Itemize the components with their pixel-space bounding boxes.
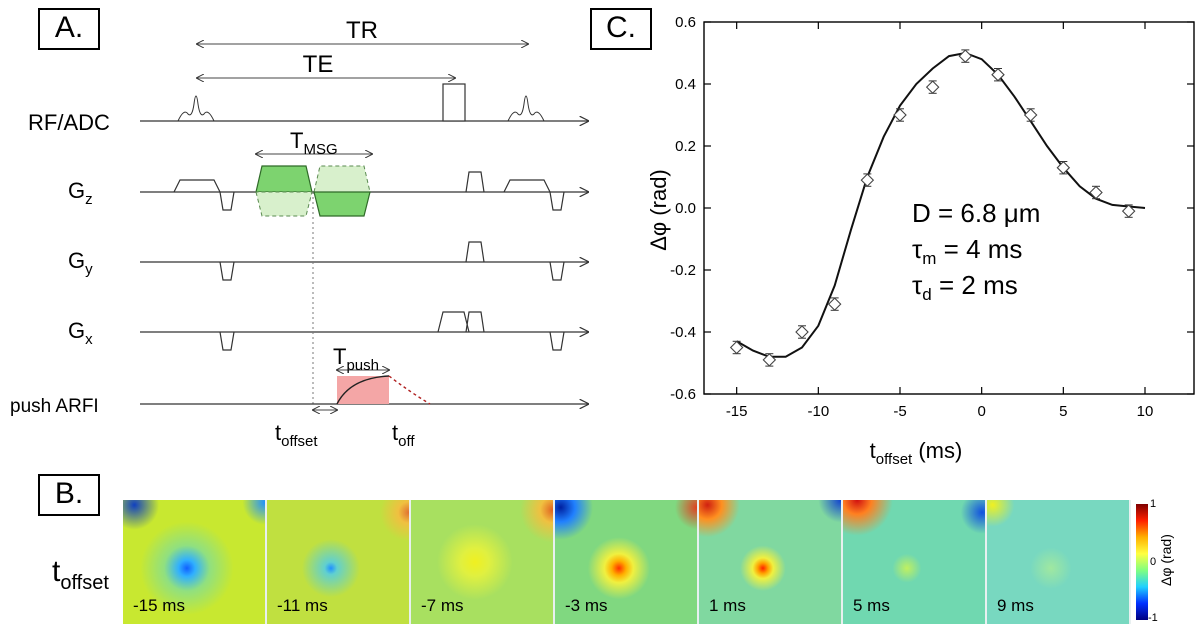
x-tick-label: 5 (1059, 403, 1067, 420)
phase-map-tile-label: -7 ms (421, 596, 464, 615)
rf-pulse-1 (177, 95, 215, 122)
data-point (795, 325, 809, 339)
phase-map-tile-label: -3 ms (565, 596, 608, 615)
data-point (1121, 204, 1136, 218)
toffset-row-label: toffset (52, 555, 109, 594)
x-tick-label: 0 (977, 403, 985, 420)
displacement-decay (388, 375, 431, 405)
panel-c-label: C. (590, 8, 652, 50)
y-tick-label: 0.6 (675, 14, 696, 31)
data-point (893, 108, 907, 122)
tau-d-annotation: τd = 2 ms (912, 270, 1018, 304)
phase-map-tile: 9 ms (987, 500, 1131, 624)
phase-vs-offset-chart: -15 -10 -5 0 5 10 0.6 0.4 0.2 0.0 -0.2 -0.4 -0.6 Δφ … (646, 14, 1195, 468)
phase-map-tile-label: 1 ms (709, 596, 746, 615)
panel-a-label: A. (38, 8, 100, 50)
x-tick-label: 10 (1137, 403, 1154, 420)
y-tick-label: 0.4 (675, 76, 696, 93)
phase-map-tile-label: 5 ms (853, 596, 890, 615)
d-annotation: D = 6.8 μm (912, 198, 1040, 228)
gy-label: Gy (68, 248, 93, 278)
tau-m-annotation: τm = 4 ms (912, 234, 1022, 268)
data-point (729, 340, 744, 355)
push-arfi-label: push ARFI (10, 396, 99, 417)
msg-lobe-2 (313, 191, 371, 217)
colorbar (1136, 504, 1148, 620)
pulse-sequence-diagram: TR TE RF/ADC TMSG Gz Gy Gx (10, 17, 600, 450)
colorbar-max: 1 (1150, 498, 1157, 510)
push-block (337, 376, 389, 404)
x-axis-title: toffset (ms) (870, 438, 963, 468)
phase-map-tile: 5 ms (843, 500, 987, 624)
y-tick-label: -0.6 (670, 386, 696, 403)
toff-label: toff (392, 420, 415, 450)
data-point (925, 80, 940, 94)
colorbar-min: -1 (1148, 612, 1158, 624)
panel-b-label: B. (38, 474, 100, 516)
phase-map-tile-label: 9 ms (997, 596, 1034, 615)
gx-label: Gx (68, 318, 93, 348)
y-tick-label: -0.2 (670, 262, 696, 279)
colorbar-label: Δφ (rad) (1158, 534, 1174, 586)
data-point (958, 49, 973, 63)
fit-curve (736, 51, 1146, 358)
te-label: TE (303, 51, 334, 78)
phase-map-tile: -11 ms (267, 500, 411, 624)
toffset-label: toffset (275, 420, 318, 450)
x-tick-label: -5 (893, 403, 906, 420)
rf-adc-label: RF/ADC (28, 110, 110, 135)
y-axis-title: Δφ (rad) (646, 169, 671, 251)
adc-block (442, 83, 466, 122)
y-tick-label: 0.0 (675, 200, 696, 217)
data-point (991, 67, 1005, 82)
rf-pulse-2 (507, 95, 545, 122)
phase-map-tile: -3 ms (555, 500, 699, 624)
msg-lobe-1-ghost (255, 191, 313, 217)
phase-map-strip: -15 ms -11 ms -7 ms -3 ms 1 ms 5 ms 9 ms (123, 500, 1131, 624)
x-tick-label: -10 (807, 403, 829, 420)
data-point (1023, 108, 1038, 122)
tr-label: TR (346, 17, 378, 44)
x-tick-label: -15 (726, 403, 748, 420)
data-point (1089, 185, 1103, 200)
phase-map-tile-label: -15 ms (133, 596, 185, 615)
phase-map-tile: -7 ms (411, 500, 555, 624)
msg-lobe-2-ghost (313, 165, 371, 193)
colorbar-mid: 0 (1150, 556, 1157, 568)
msg-lobe-1 (255, 165, 313, 193)
data-point (827, 297, 842, 311)
phase-map-tile-label: -11 ms (277, 596, 328, 615)
y-tick-label: -0.4 (670, 324, 696, 341)
data-point (1056, 160, 1071, 175)
tmsg-label: TMSG (290, 128, 338, 158)
phase-map-tile: -15 ms (123, 500, 267, 624)
y-tick-label: 0.2 (675, 138, 696, 155)
data-point (860, 173, 875, 187)
tpush-label: Tpush (333, 344, 379, 374)
displacement-rise (336, 375, 390, 405)
data-point (762, 353, 777, 367)
fit-parameters: D = 6.8 μm τm = 4 ms τd = 2 ms (912, 198, 1040, 304)
gz-label: Gz (68, 178, 93, 208)
phase-map-tile: 1 ms (699, 500, 843, 624)
